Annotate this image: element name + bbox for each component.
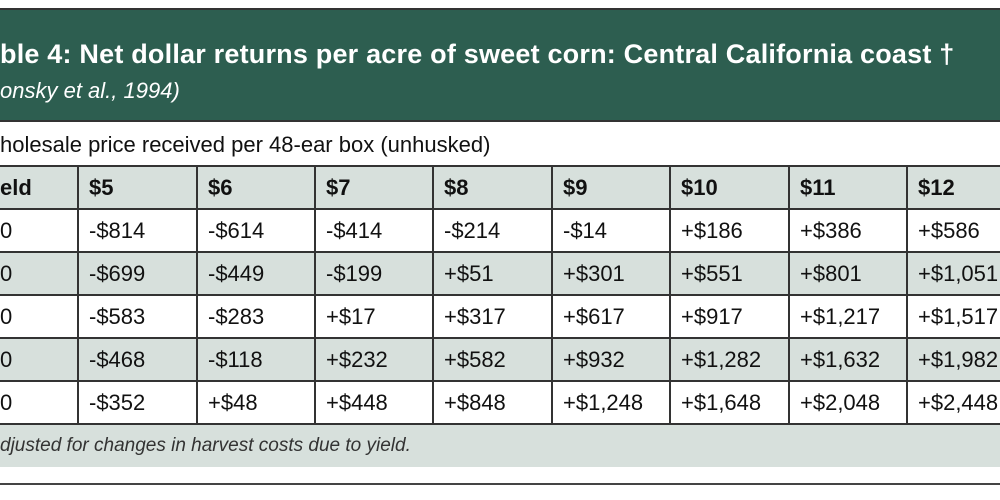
table-row: 0 -$699 -$449 -$199 +$51 +$301 +$551 +$801 +$1,0…	[0, 251, 1000, 296]
column-header-yield: eld	[0, 165, 79, 210]
return-cell: -$199	[314, 251, 434, 296]
return-cell: +$1,632	[788, 337, 908, 382]
column-header-price: $9	[551, 165, 671, 210]
return-cell: +$186	[669, 208, 790, 253]
return-cell: +$582	[432, 337, 553, 382]
return-cell: -$468	[77, 337, 198, 382]
column-header-price: $8	[432, 165, 553, 210]
yield-cell: 0	[0, 337, 79, 382]
return-cell: +$848	[432, 380, 553, 425]
return-cell: +$448	[314, 380, 434, 425]
return-cell: +$1,282	[669, 337, 790, 382]
return-cell: -$699	[77, 251, 198, 296]
table-figure: ble 4: Net dollar returns per acre of sw…	[0, 8, 1000, 485]
table-title: ble 4: Net dollar returns per acre of sw…	[0, 39, 955, 69]
return-cell: +$551	[669, 251, 790, 296]
return-cell: +$1,248	[551, 380, 671, 425]
table-row: 0 -$468 -$118 +$232 +$582 +$932 +$1,282 +$1,632…	[0, 337, 1000, 382]
return-cell: +$1,051	[906, 251, 1000, 296]
table-title-banner: ble 4: Net dollar returns per acre of sw…	[0, 10, 1000, 122]
return-cell: -$214	[432, 208, 553, 253]
return-cell: +$2,448	[906, 380, 1000, 425]
return-cell: +$617	[551, 294, 671, 339]
column-header-price: $10	[669, 165, 790, 210]
return-cell: +$317	[432, 294, 553, 339]
return-cell: +$51	[432, 251, 553, 296]
yield-cell: 0	[0, 208, 79, 253]
return-cell: +$386	[788, 208, 908, 253]
table-footnote: djusted for changes in harvest costs due…	[0, 425, 1000, 467]
return-cell: +$301	[551, 251, 671, 296]
return-cell: +$932	[551, 337, 671, 382]
yield-cell: 0	[0, 251, 79, 296]
column-header-price: $7	[314, 165, 434, 210]
return-cell: +$1,517	[906, 294, 1000, 339]
yield-cell: 0	[0, 380, 79, 425]
return-cell: -$283	[196, 294, 316, 339]
column-header-price: $12	[906, 165, 1000, 210]
return-cell: +$917	[669, 294, 790, 339]
return-cell: +$232	[314, 337, 434, 382]
return-cell: -$352	[77, 380, 198, 425]
return-cell: +$801	[788, 251, 908, 296]
return-cell: -$583	[77, 294, 198, 339]
returns-table: eld $5 $6 $7 $8 $9 $10 $11 $12 0 -$814 -$614 -$414 -$…	[0, 165, 1000, 425]
return-cell: +$1,648	[669, 380, 790, 425]
yield-cell: 0	[0, 294, 79, 339]
return-cell: +$586	[906, 208, 1000, 253]
return-cell: +$2,048	[788, 380, 908, 425]
return-cell: +$1,982	[906, 337, 1000, 382]
return-cell: -$118	[196, 337, 316, 382]
header-row: eld $5 $6 $7 $8 $9 $10 $11 $12	[0, 165, 1000, 210]
table-citation: onsky et al., 1994)	[0, 78, 180, 103]
return-cell: -$814	[77, 208, 198, 253]
return-cell: -$14	[551, 208, 671, 253]
column-header-price: $5	[77, 165, 198, 210]
column-header-price: $11	[788, 165, 908, 210]
return-cell: -$449	[196, 251, 316, 296]
return-cell: +$1,217	[788, 294, 908, 339]
return-cell: -$414	[314, 208, 434, 253]
return-cell: +$17	[314, 294, 434, 339]
return-cell: -$614	[196, 208, 316, 253]
table-subtitle: holesale price received per 48-ear box (…	[0, 122, 1000, 165]
table-row: 0 -$583 -$283 +$17 +$317 +$617 +$917 +$1,217 +$1…	[0, 294, 1000, 339]
column-header-price: $6	[196, 165, 316, 210]
table-row: 0 -$814 -$614 -$414 -$214 -$14 +$186 +$386 +$586	[0, 208, 1000, 253]
return-cell: +$48	[196, 380, 316, 425]
table-row: 0 -$352 +$48 +$448 +$848 +$1,248 +$1,648 +$2,04…	[0, 380, 1000, 425]
